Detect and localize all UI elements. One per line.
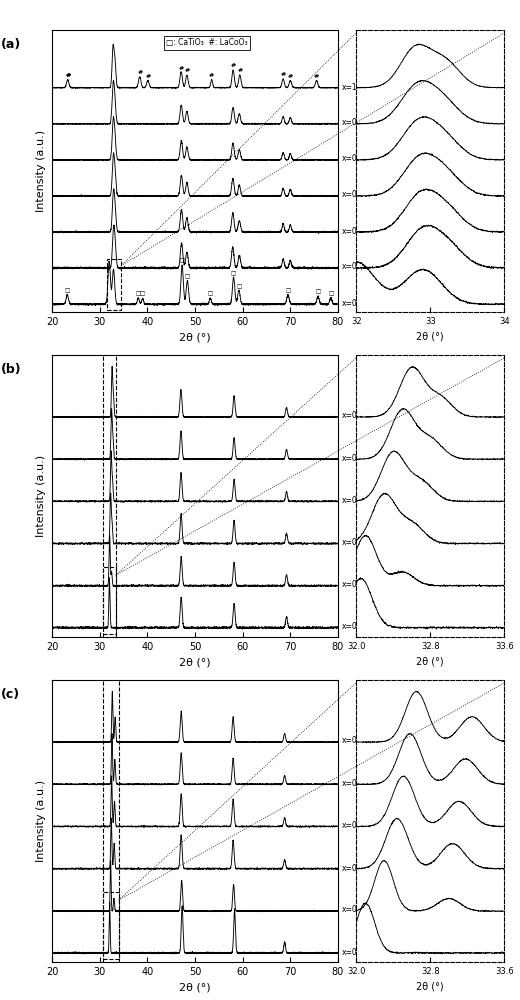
Text: #: # [288,74,293,79]
Text: #: # [237,68,242,73]
Text: #: # [137,70,142,75]
Text: x=0.5: x=0.5 [342,118,365,127]
Y-axis label: Intensity (a.u.): Intensity (a.u.) [36,130,46,212]
Text: x=0.4: x=0.4 [342,154,365,163]
Text: □: □ [179,258,185,263]
Text: #: # [230,63,236,68]
X-axis label: 2θ (°): 2θ (°) [417,981,444,991]
Text: #: # [145,74,150,79]
Text: (a): (a) [1,38,21,51]
Text: x=0: x=0 [342,299,358,308]
Text: x=0.1: x=0.1 [342,262,365,271]
Text: #: # [65,73,70,78]
Text: x=0.3: x=0.3 [342,496,365,505]
Text: #: # [281,72,286,77]
Bar [103,567,116,634]
Text: #: # [314,74,319,79]
Bar [103,892,119,959]
Text: □: CaTiO₃  #: LaCoO₃: □: CaTiO₃ #: LaCoO₃ [166,38,248,47]
Text: x=0.5: x=0.5 [342,736,365,745]
Text: □: □ [236,284,241,289]
Text: □: □ [231,271,236,276]
X-axis label: 2θ (°): 2θ (°) [417,656,444,666]
Text: □: □ [140,291,145,296]
Text: x=0.2: x=0.2 [342,538,365,547]
Text: □: □ [136,291,141,296]
Text: x=0.2: x=0.2 [342,227,365,236]
Text: x=1: x=1 [342,83,357,92]
Bar [107,259,121,310]
Text: x=0.2: x=0.2 [342,864,365,873]
Text: □: □ [328,291,333,296]
Text: x=0.5: x=0.5 [342,411,365,420]
X-axis label: 2θ (°): 2θ (°) [179,982,211,992]
Text: #: # [65,73,70,78]
Text: □: □ [285,288,291,293]
Text: #: # [209,73,214,78]
X-axis label: 2θ (°): 2θ (°) [179,332,211,342]
Text: #: # [184,68,189,73]
Y-axis label: Intensity (a.u.): Intensity (a.u.) [36,780,46,862]
Text: x=0.1: x=0.1 [342,905,365,914]
Text: x=0.4: x=0.4 [342,454,365,463]
Text: x=0: x=0 [342,622,358,631]
Text: □: □ [64,289,70,294]
Text: x=0.4: x=0.4 [342,779,365,788]
Text: x=0: x=0 [342,948,358,957]
Text: x=0.3: x=0.3 [342,190,365,199]
Text: □: □ [207,291,213,296]
Text: (b): (b) [1,363,21,376]
Text: (c): (c) [1,688,20,701]
Text: □: □ [315,289,321,294]
X-axis label: 2θ (°): 2θ (°) [417,331,444,341]
Text: x=0.3: x=0.3 [342,821,365,830]
Y-axis label: Intensity (a.u.): Intensity (a.u.) [36,455,46,537]
Text: □: □ [185,274,190,279]
Text: x=0.1: x=0.1 [342,580,365,589]
Text: #: # [178,66,184,71]
X-axis label: 2θ (°): 2θ (°) [179,657,211,667]
